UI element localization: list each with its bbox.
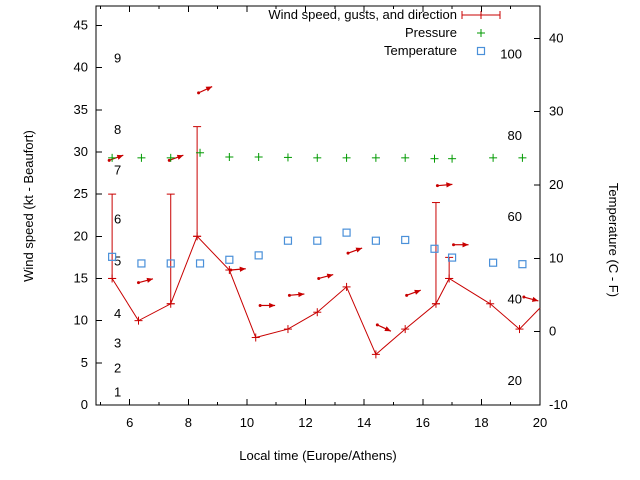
y-right-tick-label: 30 — [549, 104, 563, 119]
fahrenheit-scale-label: 60 — [508, 209, 522, 224]
beaufort-scale-label: 5 — [114, 254, 121, 269]
wind-direction-arrowhead — [298, 291, 305, 298]
y-left-tick-label: 35 — [74, 102, 88, 117]
legend-label-temperature: Temperature — [384, 43, 457, 58]
wind-direction-arrowhead — [239, 266, 246, 272]
x-tick-label: 8 — [185, 415, 192, 430]
fahrenheit-scale-label: 100 — [500, 46, 522, 61]
x-tick-label: 12 — [298, 415, 312, 430]
temperature-point-marker — [518, 260, 527, 269]
wind-direction-arrowhead — [414, 289, 421, 295]
temperature-point-marker — [254, 251, 263, 260]
wind-direction-arrowhead — [531, 296, 539, 302]
temperature-point-marker — [283, 236, 293, 245]
pressure-series — [108, 148, 527, 163]
temperature-point-marker — [371, 236, 380, 245]
y-left-tick-label: 0 — [81, 397, 88, 412]
fahrenheit-scale-label: 20 — [508, 373, 522, 388]
legend-label-wind: Wind speed, gusts, and direction — [268, 7, 457, 22]
temperature-point-marker — [313, 236, 322, 245]
wind-direction-arrowhead — [205, 86, 213, 92]
temperature-point-marker — [342, 228, 351, 237]
y-right-tick-label: 10 — [549, 250, 563, 265]
beaufort-scale-label: 3 — [114, 335, 121, 350]
y-left-tick-label: 45 — [74, 17, 88, 32]
beaufort-scale-label: 6 — [114, 211, 121, 226]
beaufort-scale-label: 1 — [114, 384, 121, 399]
temperature-point-marker — [401, 235, 410, 245]
y-right-tick-label: 0 — [549, 324, 556, 339]
plot-border — [95, 5, 541, 406]
y-right-tick-label: 20 — [549, 177, 563, 192]
fahrenheit-scale-label: 80 — [508, 128, 522, 143]
x-tick-label: 20 — [533, 415, 547, 430]
temperature-point-marker — [195, 259, 205, 268]
y-left-tick-label: 20 — [74, 228, 88, 243]
legend-sample-square — [476, 46, 486, 56]
wind-direction-arrowhead — [326, 273, 334, 279]
temperature-point-marker — [447, 253, 457, 262]
temperature-point-marker — [166, 259, 175, 268]
wind-direction-arrowhead — [146, 277, 153, 283]
y-left-tick-label: 40 — [74, 60, 88, 75]
y-left-tick-label: 30 — [74, 144, 88, 159]
wind-direction-arrowhead — [446, 182, 453, 188]
legend-label-pressure: Pressure — [405, 25, 457, 40]
beaufort-scale-label: 8 — [114, 122, 121, 137]
fahrenheit-scale-label: 40 — [508, 291, 522, 306]
beaufort-scale-label: 2 — [114, 361, 121, 376]
x-tick-label: 10 — [240, 415, 254, 430]
temperature-point-marker — [137, 259, 146, 268]
x-tick-label: 18 — [474, 415, 488, 430]
wind-series — [107, 86, 541, 359]
y-left-tick-label: 25 — [74, 186, 88, 201]
wind-direction-arrowhead — [355, 247, 363, 253]
plot-area: 6 8 10 12 14 16 18 20051015202530354045-1001020… — [74, 5, 568, 430]
y-left-axis-title: Wind speed (kt - Beaufort) — [21, 130, 36, 282]
wind-direction-arrowhead — [269, 302, 276, 309]
x-tick-label: 6 — [126, 415, 133, 430]
wind-direction-arrowhead — [176, 154, 184, 160]
y-left-tick-label: 10 — [74, 313, 88, 328]
beaufort-scale-label: 7 — [114, 162, 121, 177]
y-right-tick-label: -10 — [549, 397, 568, 412]
x-tick-label: 14 — [357, 415, 371, 430]
y-right-tick-label: 40 — [549, 30, 563, 45]
y-left-tick-label: 15 — [74, 270, 88, 285]
temperature-point-marker — [108, 252, 117, 261]
beaufort-scale-label: 9 — [114, 50, 121, 65]
temperature-point-marker — [430, 244, 439, 253]
y-left-tick-label: 5 — [81, 355, 88, 370]
x-tick-label: 16 — [416, 415, 430, 430]
wind-direction-arrowhead — [116, 154, 124, 160]
temperature-point-marker — [225, 255, 234, 264]
x-axis-title: Local time (Europe/Athens) — [239, 448, 397, 463]
temperature-series — [108, 228, 527, 269]
y-right-axis-title: Temperature (C - F) — [606, 183, 621, 297]
wind-speed-line — [111, 235, 541, 356]
temperature-point-marker — [489, 258, 498, 267]
wind-direction-arrowhead — [384, 326, 391, 332]
beaufort-scale-label: 4 — [114, 306, 121, 321]
legend-samples — [461, 11, 501, 56]
wind-direction-arrowhead — [462, 242, 469, 248]
